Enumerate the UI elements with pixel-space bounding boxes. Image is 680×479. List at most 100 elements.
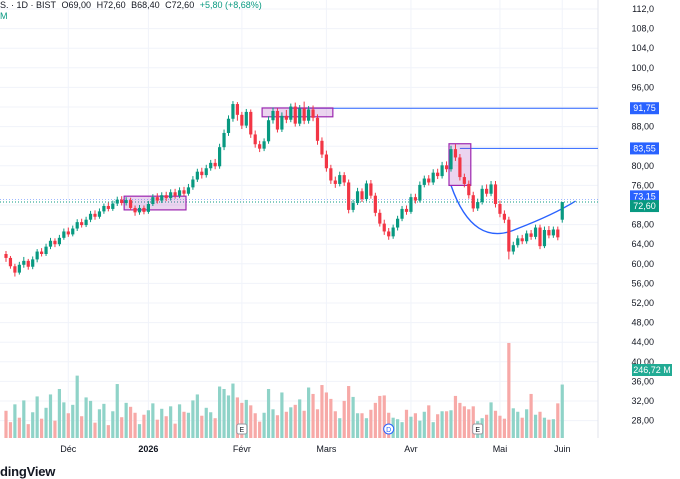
price-tag-label: 91,75: [633, 103, 656, 113]
candle-body: [347, 182, 351, 210]
candle-body: [173, 192, 177, 196]
candle-body: [409, 197, 413, 212]
volume-bar: [22, 400, 26, 438]
x-tick-label: Mai: [493, 444, 508, 454]
volume-bar: [8, 422, 13, 438]
volume-bar: [449, 410, 453, 438]
candle-body: [324, 154, 328, 169]
y-tick-label: 100,0: [631, 63, 654, 73]
y-tick-label: 108,0: [631, 24, 654, 34]
volume-bar: [244, 399, 248, 438]
volume-bar: [57, 388, 61, 438]
candle-body: [511, 245, 515, 252]
x-tick-label: Mars: [316, 444, 336, 454]
candle-body: [200, 171, 204, 176]
volume-bar: [422, 411, 426, 438]
candle-body: [124, 200, 128, 204]
candle-body: [320, 140, 324, 155]
candle-body: [373, 195, 377, 213]
event-marker[interactable]: D: [383, 423, 395, 435]
candle-body: [355, 191, 360, 204]
candle-body: [458, 157, 462, 178]
candle-body: [195, 171, 199, 180]
candle-body: [498, 204, 502, 214]
volume-bar: [551, 419, 555, 438]
price-tag-label: 73,15: [633, 191, 656, 201]
y-tick-label: 44,00: [631, 337, 654, 347]
candle-body: [88, 213, 93, 220]
volume-bar: [88, 400, 93, 438]
x-tick-label: Févr: [233, 444, 251, 454]
volume-bar: [271, 409, 275, 438]
candle-body: [35, 251, 39, 260]
candle-body: [231, 104, 235, 119]
volume-bar: [440, 411, 444, 438]
candle-body: [315, 117, 320, 141]
candle-body: [449, 149, 453, 170]
volume-bar: [298, 399, 302, 438]
candle-body: [502, 213, 506, 220]
volume-bar: [458, 402, 462, 438]
price-tag-bg: [630, 142, 659, 155]
volume-bar: [547, 419, 551, 438]
volume-bar: [115, 384, 119, 438]
candle-body: [311, 109, 315, 118]
candle-body: [75, 222, 79, 229]
grid: [0, 0, 599, 438]
volume-bar: [427, 405, 431, 438]
candle-body: [53, 240, 57, 245]
candle-body: [258, 144, 262, 149]
volume-bar: [124, 402, 128, 438]
ohlc-close: C72,60: [165, 0, 195, 10]
x-tick-label: Déc: [60, 444, 77, 454]
candle-body: [155, 197, 159, 201]
volume-bar: [218, 386, 222, 438]
y-tick-label: 32,00: [631, 396, 654, 406]
volume-bar: [253, 413, 257, 438]
candle-body: [431, 172, 435, 183]
volume-bar: [280, 392, 284, 438]
volume-bar: [266, 388, 271, 438]
volume-bar: [106, 425, 110, 438]
volume-tag-label: 246,72 M: [633, 365, 671, 375]
event-letter: E: [240, 427, 245, 434]
candle-body: [369, 183, 373, 196]
volume-bar: [231, 383, 235, 438]
candle-body: [169, 192, 173, 199]
y-tick-label: 56,00: [631, 278, 654, 288]
candle-body: [493, 184, 498, 205]
volume-bar: [529, 393, 533, 438]
volume-tag-bg: [632, 364, 672, 376]
x-tick-label: Avr: [404, 444, 417, 454]
event-marker[interactable]: E: [472, 423, 484, 435]
candle-body: [142, 207, 146, 212]
price-tag-bg: [630, 102, 659, 115]
volume-bar: [364, 418, 369, 438]
candle-body: [40, 251, 44, 254]
candle-body: [560, 202, 564, 220]
horizontal-lines: [0, 107, 598, 203]
volume-bar: [467, 409, 471, 438]
candle-body: [177, 190, 182, 196]
candle-body: [22, 260, 26, 265]
candle-body: [329, 168, 333, 181]
volume-bar: [485, 414, 489, 438]
candle-body: [13, 266, 17, 273]
volume-bar: [471, 406, 475, 438]
candle-body: [275, 110, 280, 130]
volume-bar: [17, 417, 21, 438]
event-marker[interactable]: E: [236, 423, 248, 435]
candle-body: [137, 207, 142, 213]
candle-body: [462, 177, 466, 184]
volume-bar: [133, 412, 137, 438]
volume-bar: [62, 402, 66, 438]
ohlc-open: O69,00: [61, 0, 92, 10]
ohlc-low: B68,40: [131, 0, 160, 10]
y-tick-label: 28,00: [631, 416, 654, 426]
candle-body: [44, 246, 48, 254]
volume-bar: [351, 396, 355, 438]
volume-bar: [520, 417, 524, 438]
volume-bar: [338, 418, 342, 438]
